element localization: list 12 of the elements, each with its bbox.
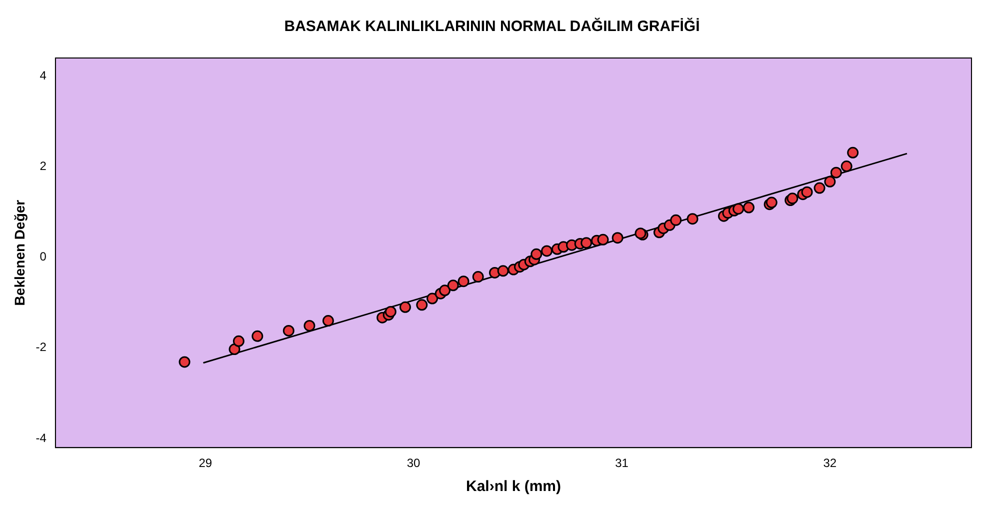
x-tick-label: 31 xyxy=(615,456,629,470)
x-axis-title: Kal›nl k (mm) xyxy=(466,478,561,496)
y-tick-label: 0 xyxy=(40,250,47,264)
y-tick-label: -2 xyxy=(36,340,47,354)
x-tick-label: 30 xyxy=(406,456,421,470)
y-tick-label: 4 xyxy=(40,68,47,82)
y-tick-label: 2 xyxy=(40,159,47,174)
y-axis-title: Beklenen Değer xyxy=(11,199,28,306)
x-tick-label: 32 xyxy=(823,456,837,470)
y-tick-label: -4 xyxy=(36,430,47,445)
chart-title: BASAMAK KALINLIKLARININ NORMAL DAĞILIM GRAFİĞİ xyxy=(284,17,700,36)
x-tick-label: 29 xyxy=(198,456,212,470)
